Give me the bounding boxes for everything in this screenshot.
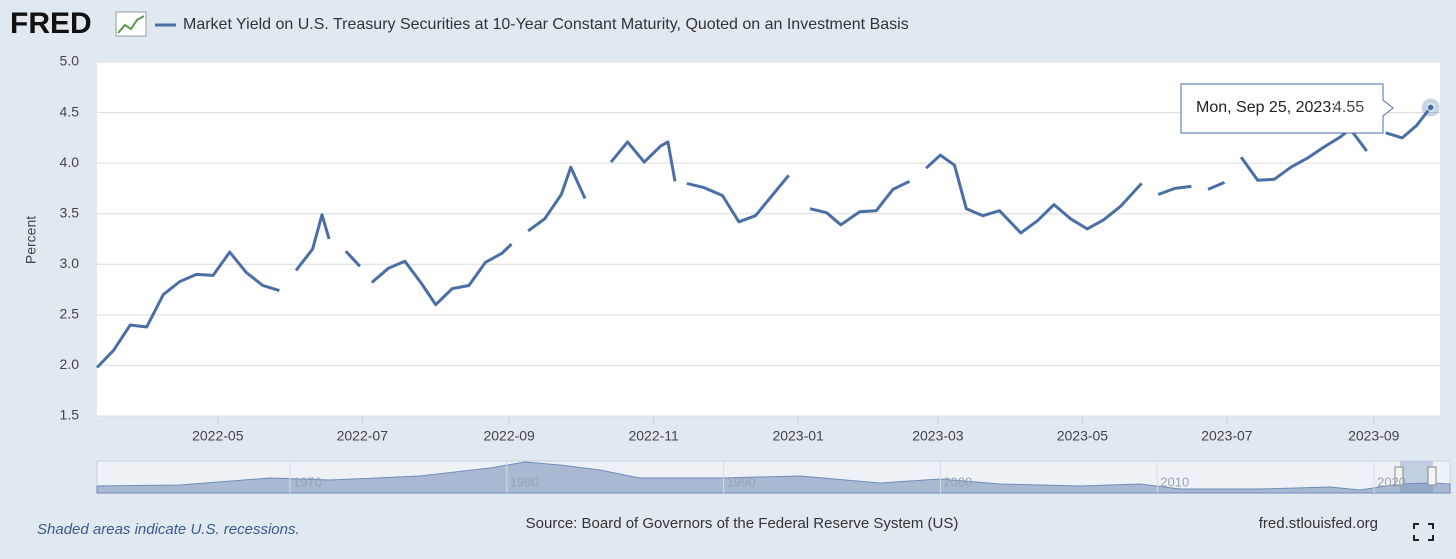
x-tick-label: 2023-07 (1201, 428, 1253, 444)
brand: FRED (10, 7, 92, 40)
navigator[interactable]: 1970 1980 1990 2000 2010 2020 (96, 460, 1451, 494)
navigator-label: 2000 (943, 474, 972, 489)
x-tick-label: 2023-05 (1057, 428, 1109, 444)
logo: FRED (10, 7, 147, 40)
x-tick-label: 2023-09 (1348, 428, 1400, 444)
y-tick-label: 1.5 (60, 407, 80, 423)
navigator-label: 1970 (293, 474, 322, 489)
recession-note: Shaded areas indicate U.S. recessions. (37, 521, 300, 538)
tooltip-box (1180, 83, 1394, 134)
y-tick-label: 5.0 (60, 53, 80, 69)
navigator-label: 2020 (1377, 474, 1406, 489)
x-tick-label: 2023-01 (772, 428, 824, 444)
tooltip: Mon, Sep 25, 2023: 4.55 (1180, 83, 1394, 134)
tooltip-label: Mon, Sep 25, 2023: (1196, 99, 1336, 116)
y-tick-label: 4.5 (60, 103, 80, 119)
x-tick-label: 2022-11 (628, 428, 679, 444)
legend-label[interactable]: Market Yield on U.S. Treasury Securities… (183, 16, 909, 33)
x-tick-label: 2022-09 (483, 428, 535, 444)
y-tick-label: 2.0 (60, 356, 80, 372)
series-line (95, 106, 1432, 369)
navigator-label: 1980 (510, 474, 539, 489)
series (95, 106, 1432, 369)
source: Source: Board of Governors of the Federa… (526, 515, 959, 532)
x-tick-label: 2022-07 (337, 428, 389, 444)
y-tick-label: 4.0 (60, 154, 80, 170)
hover-point (1426, 103, 1435, 112)
x-tick-label: 2022-05 (192, 428, 244, 444)
tooltip-value: 4.55 (1333, 99, 1364, 116)
y-tick-label: 2.5 (60, 306, 80, 322)
navigator-label: 1990 (727, 474, 756, 489)
navigator-handle[interactable] (1427, 466, 1437, 486)
x-tick-label: 2023-03 (912, 428, 964, 444)
site-link[interactable]: fred.stlouisfed.org (1259, 515, 1378, 532)
y-tick-label: 3.0 (60, 255, 80, 271)
fullscreen-icon[interactable] (1413, 523, 1434, 541)
navigator-handle[interactable] (1394, 466, 1404, 486)
navigator-label: 2010 (1160, 474, 1189, 489)
logo-icon (115, 11, 147, 37)
y-tick-label: 3.5 (60, 204, 80, 220)
logo-line (117, 15, 145, 34)
y-axis-label: Percent (23, 216, 39, 264)
grid (97, 61, 1440, 424)
